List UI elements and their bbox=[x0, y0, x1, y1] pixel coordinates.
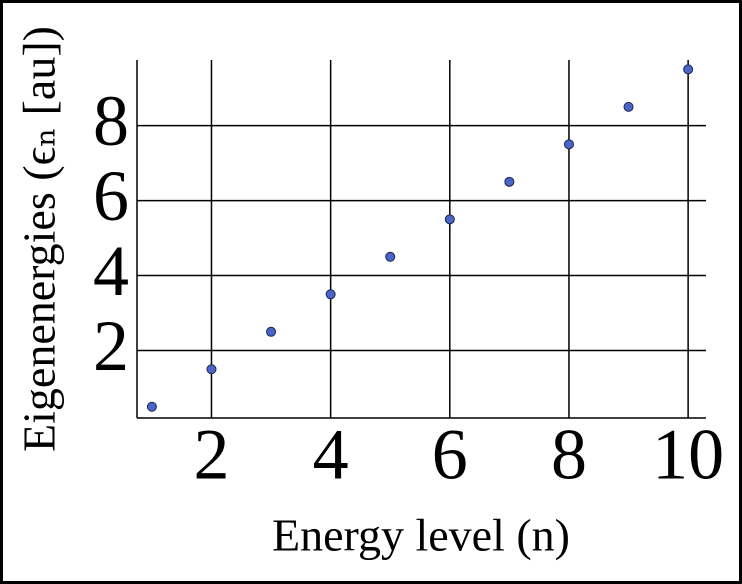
y-axis-label: Eigenenergies (ϵₙ [au]) bbox=[14, 26, 65, 452]
y-tick-label: 4 bbox=[93, 231, 129, 311]
y-tick-label: 8 bbox=[93, 81, 129, 161]
x-tick-label: 8 bbox=[551, 415, 587, 495]
point bbox=[385, 251, 396, 262]
y-tick-label: 2 bbox=[93, 306, 129, 386]
point bbox=[146, 401, 157, 412]
point bbox=[444, 214, 455, 225]
point bbox=[563, 139, 574, 150]
x-tick-label: 10 bbox=[652, 415, 724, 495]
y-tick-label: 6 bbox=[93, 156, 129, 236]
point bbox=[504, 176, 515, 187]
point bbox=[623, 101, 634, 112]
x-axis-label: Energy level (n) bbox=[272, 510, 570, 561]
point bbox=[325, 289, 336, 300]
point bbox=[683, 64, 694, 75]
x-tick-label: 6 bbox=[432, 415, 468, 495]
point bbox=[206, 364, 217, 375]
x-tick-label: 4 bbox=[313, 415, 349, 495]
x-tick-label: 2 bbox=[193, 415, 229, 495]
point bbox=[266, 326, 277, 337]
